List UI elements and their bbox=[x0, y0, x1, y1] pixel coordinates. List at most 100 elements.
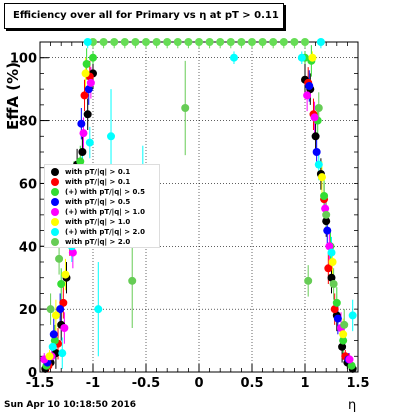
x-tick-label: 0 bbox=[194, 376, 203, 391]
data-point bbox=[46, 305, 55, 314]
x-tick-label: 1 bbox=[300, 376, 309, 391]
data-point bbox=[152, 38, 161, 46]
data-point bbox=[99, 38, 108, 46]
legend-marker bbox=[51, 188, 59, 196]
data-point bbox=[297, 53, 306, 62]
legend-entry: (+) with pT/|q| > 0.5 bbox=[47, 187, 159, 197]
data-point bbox=[237, 38, 246, 46]
data-point bbox=[324, 264, 333, 273]
data-point bbox=[305, 82, 314, 90]
data-point bbox=[80, 91, 89, 100]
data-point bbox=[308, 53, 317, 62]
legend-marker bbox=[51, 178, 59, 186]
legend-label: (+) with pT/|q| > 0.5 bbox=[65, 188, 145, 196]
data-point bbox=[68, 248, 77, 257]
legend-label: (+) with pT/|q| > 1.0 bbox=[65, 208, 145, 216]
legend-entry: (+) with pT/|q| > 2.0 bbox=[47, 227, 159, 237]
legend-marker bbox=[51, 218, 59, 226]
data-point bbox=[78, 148, 87, 156]
data-point bbox=[82, 60, 91, 68]
legend-marker bbox=[51, 228, 59, 236]
data-point bbox=[316, 38, 325, 46]
legend-entry: with pT/|q| > 0.1 bbox=[47, 177, 159, 187]
timestamp-footer: Sun Apr 10 10:18:50 2016 bbox=[4, 400, 137, 410]
data-point bbox=[110, 38, 119, 46]
chart-title: Efficiency over all for Primary vs η at … bbox=[13, 10, 279, 21]
legend-label: (+) with pT/|q| > 2.0 bbox=[65, 228, 145, 236]
legend-entry: with pT/|q| > 0.5 bbox=[47, 197, 159, 207]
data-point bbox=[340, 320, 349, 329]
y-tick-label: 60 bbox=[19, 177, 37, 192]
data-point bbox=[304, 276, 313, 285]
y-tick-label: 80 bbox=[19, 115, 37, 130]
data-point bbox=[322, 217, 331, 226]
y-tick-label: 40 bbox=[19, 240, 37, 255]
data-point bbox=[269, 38, 278, 46]
data-point bbox=[279, 38, 288, 46]
data-point bbox=[314, 104, 323, 112]
data-point bbox=[55, 254, 64, 263]
data-point bbox=[56, 305, 65, 314]
legend-entry: with pT/|q| > 2.0 bbox=[47, 237, 159, 247]
data-point bbox=[314, 160, 323, 169]
data-point bbox=[310, 113, 319, 122]
data-point bbox=[81, 69, 90, 78]
data-point bbox=[57, 280, 66, 288]
data-point bbox=[163, 38, 172, 46]
data-point bbox=[325, 242, 334, 251]
data-point bbox=[131, 38, 140, 46]
legend-marker bbox=[51, 238, 59, 246]
data-point bbox=[229, 53, 238, 62]
title-box: Efficiency over all for Primary vs η at … bbox=[4, 3, 284, 29]
data-point bbox=[49, 330, 58, 339]
data-point bbox=[89, 53, 97, 62]
legend-entry: with pT/|q| > 1.0 bbox=[47, 217, 159, 227]
data-point bbox=[348, 311, 357, 320]
data-point bbox=[195, 38, 203, 46]
y-tick-label: 100 bbox=[10, 52, 37, 67]
data-point bbox=[86, 78, 95, 87]
data-point bbox=[226, 38, 235, 46]
data-point bbox=[290, 38, 299, 46]
data-point bbox=[48, 342, 57, 351]
data-point bbox=[85, 138, 94, 147]
data-point bbox=[120, 38, 129, 46]
legend: with pT/|q| > 0.1 with pT/|q| > 0.1 (+) … bbox=[44, 164, 160, 248]
legend-label: with pT/|q| > 0.1 bbox=[65, 168, 131, 176]
axis-ticks: -1.5 -1 -0.5 0 0.5 1 1.5 0 20 40 60 80 100 bbox=[10, 41, 370, 391]
data-point bbox=[303, 91, 312, 100]
data-point bbox=[50, 336, 59, 345]
legend-label: with pT/|q| > 1.0 bbox=[65, 218, 131, 226]
data-point bbox=[339, 336, 348, 345]
data-point bbox=[338, 342, 347, 351]
data-point bbox=[45, 352, 54, 361]
legend-entry: (+) with pT/|q| > 1.0 bbox=[47, 207, 159, 217]
data-point bbox=[327, 273, 336, 282]
x-tick-label: 0.5 bbox=[240, 376, 263, 391]
data-point bbox=[332, 298, 341, 307]
data-point bbox=[320, 192, 329, 200]
data-point bbox=[347, 361, 356, 370]
data-point bbox=[317, 173, 326, 182]
legend-entry: with pT/|q| > 0.1 bbox=[47, 167, 159, 177]
data-point bbox=[345, 355, 354, 364]
data-point bbox=[79, 129, 88, 138]
x-tick-label: 1.5 bbox=[346, 376, 369, 391]
data-point bbox=[83, 38, 92, 46]
data-point bbox=[181, 104, 190, 112]
data-point bbox=[328, 258, 337, 266]
y-axis-label: EffA (%) bbox=[4, 62, 22, 130]
legend-label: with pT/|q| > 0.5 bbox=[65, 198, 131, 206]
data-point bbox=[76, 157, 85, 166]
legend-marker bbox=[51, 208, 59, 216]
data-point bbox=[216, 38, 225, 46]
data-point bbox=[312, 148, 321, 156]
data-point bbox=[60, 324, 69, 332]
legend-marker bbox=[51, 168, 59, 176]
data-point bbox=[94, 305, 103, 314]
y-tick-label: 20 bbox=[19, 303, 37, 318]
data-point bbox=[61, 270, 70, 279]
data-point bbox=[339, 330, 348, 339]
y-tick-label: 0 bbox=[28, 366, 37, 381]
data-point bbox=[83, 110, 92, 119]
